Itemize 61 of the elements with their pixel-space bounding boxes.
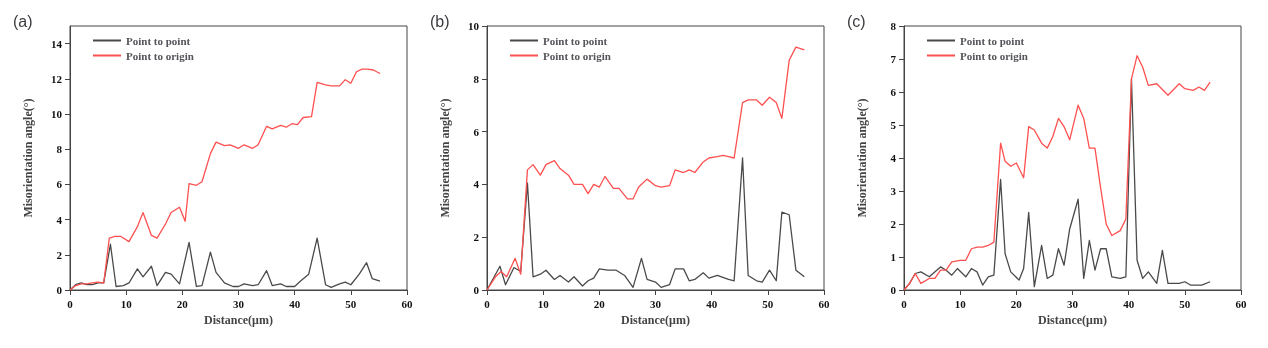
x-tick-label: 40	[1123, 297, 1135, 310]
legend-label: Point to point	[126, 34, 191, 47]
y-tick-label: 8	[56, 143, 63, 156]
y-tick-label: 6	[56, 178, 63, 191]
x-tick-label: 40	[289, 297, 301, 310]
x-tick-label: 50	[762, 297, 774, 310]
x-tick-label: 30	[1067, 297, 1079, 310]
line-series	[69, 68, 381, 291]
x-tick-label: 30	[650, 297, 662, 310]
y-tick-label: 3	[890, 185, 897, 197]
x-tick-label: 10	[537, 297, 550, 310]
y-tick-label: 10	[468, 20, 480, 32]
x-tick-label: 20	[593, 297, 606, 310]
y-tick-label: 7	[890, 53, 897, 65]
x-tick-label: 20	[1010, 297, 1023, 310]
x-tick-label: 10	[954, 297, 967, 310]
y-tick-label: 2	[890, 218, 897, 230]
x-tick-label: 10	[120, 297, 133, 310]
x-axis-title: Distance(μm)	[204, 313, 273, 327]
chart-title: (a)	[13, 12, 33, 30]
x-tick-label: 60	[818, 297, 830, 310]
x-tick-label: 20	[176, 297, 189, 310]
x-axis-title: Distance(μm)	[621, 313, 690, 327]
y-tick-label: 0	[890, 284, 897, 296]
y-tick-label: 4	[890, 152, 897, 164]
y-tick-label: 2	[56, 248, 63, 261]
x-tick-label: 0	[901, 297, 908, 310]
y-tick-label: 4	[473, 178, 480, 191]
y-tick-label: 14	[51, 37, 63, 50]
y-tick-label: 0	[473, 284, 480, 296]
x-tick-label: 30	[233, 297, 245, 310]
x-tick-label: 60	[1235, 297, 1247, 310]
x-tick-label: 0	[67, 297, 74, 310]
legend-label: Point to origin	[543, 49, 611, 62]
y-tick-label: 5	[890, 119, 897, 131]
y-tick-label: 4	[56, 213, 63, 226]
line-series	[486, 46, 805, 291]
chart-title: (c)	[847, 12, 866, 30]
x-tick-label: 50	[1179, 297, 1191, 310]
legend-label: Point to point	[960, 34, 1025, 47]
x-tick-label: 50	[345, 297, 357, 310]
chart-title: (b)	[430, 12, 450, 30]
y-axis-title: Misorientation angle(°)	[21, 98, 35, 218]
legend-label: Point to origin	[126, 49, 194, 62]
legend-label: Point to origin	[960, 49, 1028, 62]
x-tick-label: 0	[484, 297, 491, 310]
y-tick-label: 8	[473, 72, 480, 85]
legend-label: Point to point	[543, 34, 608, 47]
y-axis-title: Misorientation angle(°)	[438, 98, 452, 218]
y-tick-label: 6	[473, 125, 480, 138]
y-tick-label: 2	[473, 231, 480, 244]
y-tick-label: 1	[890, 251, 896, 263]
x-tick-label: 40	[706, 297, 718, 310]
x-axis-title: Distance(μm)	[1038, 313, 1107, 327]
y-tick-label: 12	[51, 72, 63, 85]
y-tick-label: 0	[56, 284, 63, 296]
y-tick-label: 10	[51, 108, 63, 120]
y-tick-label: 6	[890, 86, 897, 98]
x-tick-label: 60	[401, 297, 413, 310]
y-tick-label: 8	[890, 20, 897, 32]
y-axis-title: Misorientation angle(°)	[855, 98, 869, 218]
